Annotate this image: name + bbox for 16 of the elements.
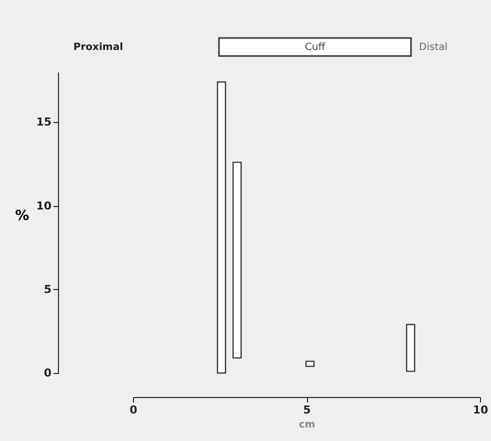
text: Cuff (304, 42, 326, 53)
bar (305, 360, 315, 367)
bar (232, 162, 242, 359)
text: Proximal (73, 42, 123, 53)
y-tick-label: 5 (44, 282, 52, 296)
y-tick-label: 0 (44, 366, 52, 380)
text: Distal (419, 42, 448, 53)
x-axis-title: cm (298, 420, 316, 430)
x-tick-label: 10 (472, 404, 488, 416)
y-axis-title: % (15, 208, 30, 224)
bar (406, 324, 416, 372)
x-tick-label: 5 (303, 404, 311, 416)
bar (216, 81, 226, 374)
x-tick-label: 0 (130, 404, 138, 416)
y-tick-label: 10 (36, 199, 52, 212)
y-tick-label: 15 (36, 116, 52, 129)
